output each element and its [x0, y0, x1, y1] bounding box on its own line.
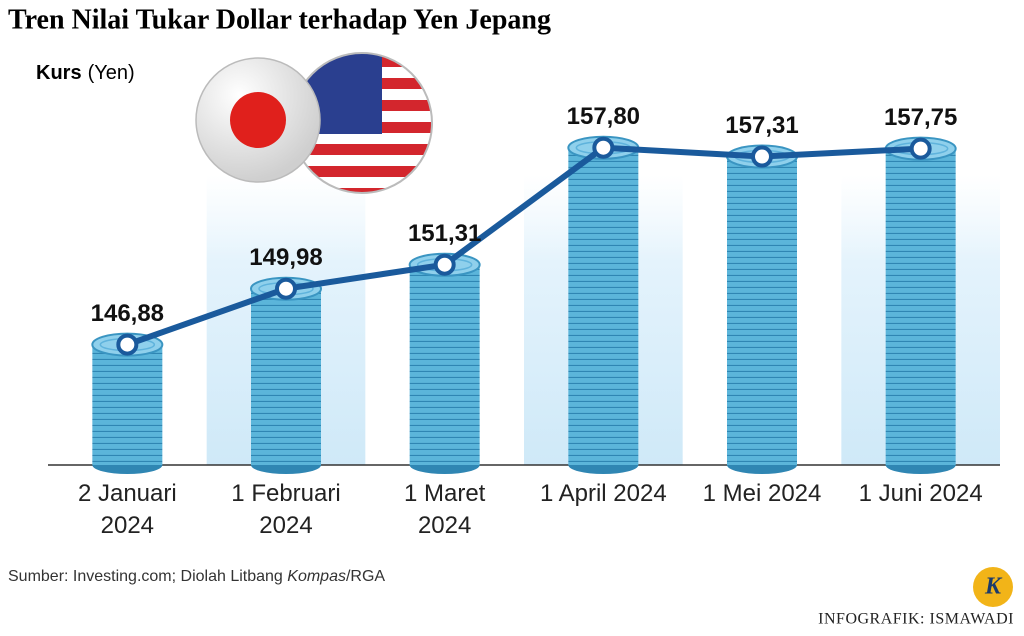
coin-stack: [727, 156, 797, 466]
credit: INFOGRAFIK: ISMAWADI: [818, 611, 1014, 628]
value-label: 151,31: [408, 220, 481, 247]
y-unit: (Yen): [88, 62, 135, 84]
logo-badge: [973, 567, 1013, 607]
value-label: 157,31: [725, 112, 798, 139]
coin-stack: [92, 344, 163, 465]
point: [909, 137, 932, 160]
x-tick-label: 1 April 2024: [539, 480, 667, 507]
point: [433, 253, 456, 276]
source: Sumber: Investing.com; Diolah Litbang Ko…: [8, 568, 385, 585]
chart-title: Tren Nilai Tukar Dollar terhadap Yen Jep…: [8, 4, 551, 35]
x-tick-label: 1 Februari 2024: [231, 480, 341, 539]
source-kompas: Kompas: [287, 568, 346, 585]
y-axis-label: Kurs (Yen): [36, 62, 135, 84]
coin-stack: [885, 148, 956, 465]
x-tick-label: 1 Maret 2024: [403, 480, 486, 539]
logo: K: [984, 574, 1003, 600]
value-label: 146,88: [91, 300, 164, 327]
y-label: Kurs: [36, 62, 82, 84]
coin-stack: [409, 264, 480, 465]
value-label: 157,75: [884, 104, 957, 131]
coin-stack: [251, 288, 321, 465]
trend-line: [126, 144, 921, 348]
value-label: 149,98: [249, 244, 322, 271]
jp-sun: [230, 92, 286, 148]
value-label: 157,80: [567, 103, 640, 130]
point: [116, 333, 139, 356]
point: [751, 145, 773, 168]
flags: [195, 52, 433, 194]
x-tick-label: 1 Juni 2024: [858, 480, 983, 507]
source-rga: /RGA: [346, 568, 385, 585]
point: [275, 277, 297, 300]
point: [592, 136, 615, 159]
source-text: Sumber: Investing.com; Diolah Litbang: [8, 568, 287, 585]
x-tick-label: 2 Januari 2024: [77, 480, 177, 539]
coin-stack: [568, 147, 639, 466]
x-tick-label: 1 Mei 2024: [702, 480, 822, 507]
